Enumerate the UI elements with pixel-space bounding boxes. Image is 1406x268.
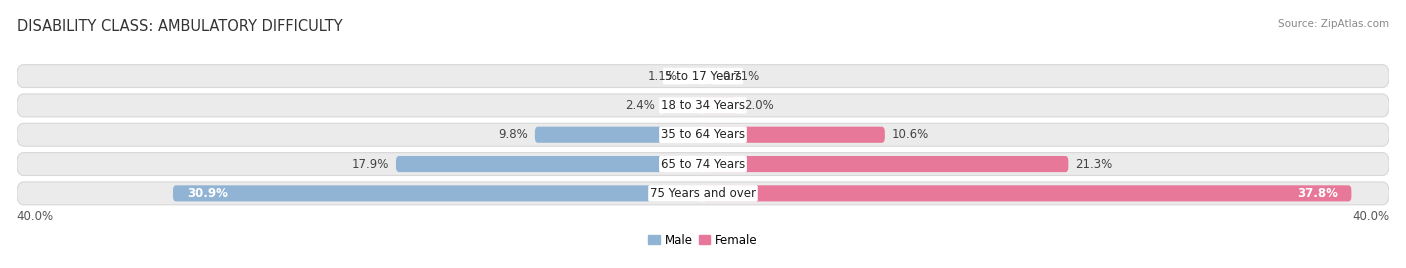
FancyBboxPatch shape [662, 97, 703, 113]
FancyBboxPatch shape [685, 68, 703, 84]
FancyBboxPatch shape [17, 65, 1389, 88]
Text: 18 to 34 Years: 18 to 34 Years [661, 99, 745, 112]
FancyBboxPatch shape [17, 152, 1389, 176]
Text: 40.0%: 40.0% [1353, 210, 1389, 223]
Text: DISABILITY CLASS: AMBULATORY DIFFICULTY: DISABILITY CLASS: AMBULATORY DIFFICULTY [17, 19, 343, 34]
Text: 9.8%: 9.8% [498, 128, 529, 141]
FancyBboxPatch shape [703, 127, 884, 143]
Text: 2.4%: 2.4% [626, 99, 655, 112]
Text: 37.8%: 37.8% [1296, 187, 1337, 200]
FancyBboxPatch shape [17, 123, 1389, 146]
FancyBboxPatch shape [703, 68, 716, 84]
Text: 40.0%: 40.0% [17, 210, 53, 223]
Text: 1.1%: 1.1% [647, 70, 678, 83]
FancyBboxPatch shape [703, 185, 1351, 202]
Text: 21.3%: 21.3% [1076, 158, 1112, 170]
Text: 65 to 74 Years: 65 to 74 Years [661, 158, 745, 170]
Text: 5 to 17 Years: 5 to 17 Years [665, 70, 741, 83]
Legend: Male, Female: Male, Female [644, 229, 762, 252]
Text: 10.6%: 10.6% [891, 128, 929, 141]
Text: 35 to 64 Years: 35 to 64 Years [661, 128, 745, 141]
FancyBboxPatch shape [173, 185, 703, 202]
FancyBboxPatch shape [534, 127, 703, 143]
Text: 2.0%: 2.0% [744, 99, 773, 112]
Text: 75 Years and over: 75 Years and over [650, 187, 756, 200]
FancyBboxPatch shape [703, 156, 1069, 172]
Text: 0.71%: 0.71% [723, 70, 759, 83]
Text: Source: ZipAtlas.com: Source: ZipAtlas.com [1278, 19, 1389, 29]
FancyBboxPatch shape [17, 182, 1389, 205]
Text: 17.9%: 17.9% [352, 158, 389, 170]
FancyBboxPatch shape [17, 94, 1389, 117]
FancyBboxPatch shape [703, 97, 737, 113]
FancyBboxPatch shape [396, 156, 703, 172]
Text: 30.9%: 30.9% [187, 187, 228, 200]
